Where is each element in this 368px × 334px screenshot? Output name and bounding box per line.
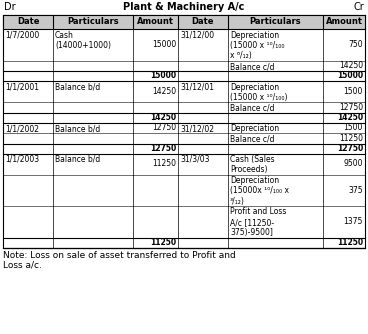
- Text: Amount: Amount: [326, 17, 362, 26]
- Bar: [3, 15, 365, 247]
- Text: Particulars: Particulars: [67, 17, 119, 26]
- Text: 1/1/2002: 1/1/2002: [5, 124, 39, 133]
- Text: 1500: 1500: [344, 123, 363, 132]
- Text: Date: Date: [17, 17, 39, 26]
- Text: 14250: 14250: [150, 113, 176, 122]
- Text: Cr: Cr: [353, 2, 364, 12]
- Text: 14250: 14250: [152, 87, 176, 96]
- Text: 11250: 11250: [152, 160, 176, 168]
- Text: Balance c/d: Balance c/d: [230, 104, 275, 113]
- Text: Balance b/d: Balance b/d: [55, 155, 100, 164]
- Text: 31/12/00: 31/12/00: [180, 30, 214, 39]
- Text: 14250: 14250: [337, 113, 363, 122]
- Text: 12750: 12750: [339, 103, 363, 112]
- Text: Profit and Loss
A/c [11250-
375)-9500]: Profit and Loss A/c [11250- 375)-9500]: [230, 207, 286, 237]
- Text: Cash (Sales
Proceeds): Cash (Sales Proceeds): [230, 155, 275, 174]
- Text: 31/12/01: 31/12/01: [180, 82, 214, 92]
- Text: 1/1/2001: 1/1/2001: [5, 82, 39, 92]
- Text: Balance b/d: Balance b/d: [55, 82, 100, 92]
- Text: Balance c/d: Balance c/d: [230, 62, 275, 71]
- Bar: [3, 15, 365, 29]
- Text: 12750: 12750: [337, 144, 363, 153]
- Text: 750: 750: [348, 40, 363, 49]
- Text: 12750: 12750: [150, 144, 176, 153]
- Text: 11250: 11250: [337, 238, 363, 247]
- Text: Amount: Amount: [137, 17, 174, 26]
- Text: 9500: 9500: [343, 160, 363, 168]
- Text: Depreciation
(15000x ¹⁰/₁₀₀ x
³/₁₂): Depreciation (15000x ¹⁰/₁₀₀ x ³/₁₂): [230, 176, 289, 206]
- Text: Depreciation: Depreciation: [230, 124, 279, 133]
- Text: 15000: 15000: [152, 40, 176, 49]
- Text: Balance c/d: Balance c/d: [230, 135, 275, 144]
- Text: Balance b/d: Balance b/d: [55, 124, 100, 133]
- Text: 31/12/02: 31/12/02: [180, 124, 214, 133]
- Text: 1500: 1500: [344, 87, 363, 96]
- Text: 1/7/2000: 1/7/2000: [5, 30, 39, 39]
- Text: Particulars: Particulars: [250, 17, 301, 26]
- Text: Depreciation
(15000 x ¹⁰/₁₀₀
x ⁶/₁₂): Depreciation (15000 x ¹⁰/₁₀₀ x ⁶/₁₂): [230, 30, 284, 60]
- Text: 375: 375: [348, 186, 363, 195]
- Text: 1375: 1375: [344, 217, 363, 226]
- Text: Note: Loss on sale of asset transferred to Profit and
Loss a/c.: Note: Loss on sale of asset transferred …: [3, 250, 236, 270]
- Text: Depreciation
(15000 x ¹⁰/₁₀₀): Depreciation (15000 x ¹⁰/₁₀₀): [230, 82, 287, 102]
- Text: 31/3/03: 31/3/03: [180, 155, 209, 164]
- Text: Cash
(14000+1000): Cash (14000+1000): [55, 30, 111, 50]
- Text: 12750: 12750: [152, 123, 176, 132]
- Text: 15000: 15000: [150, 71, 176, 80]
- Text: 1/1/2003: 1/1/2003: [5, 155, 39, 164]
- Text: 15000: 15000: [337, 71, 363, 80]
- Text: Date: Date: [192, 17, 214, 26]
- Text: Dr: Dr: [4, 2, 15, 12]
- Text: 11250: 11250: [339, 134, 363, 143]
- Text: 11250: 11250: [150, 238, 176, 247]
- Text: Plant & Machinery A/c: Plant & Machinery A/c: [123, 2, 245, 12]
- Text: 14250: 14250: [339, 61, 363, 70]
